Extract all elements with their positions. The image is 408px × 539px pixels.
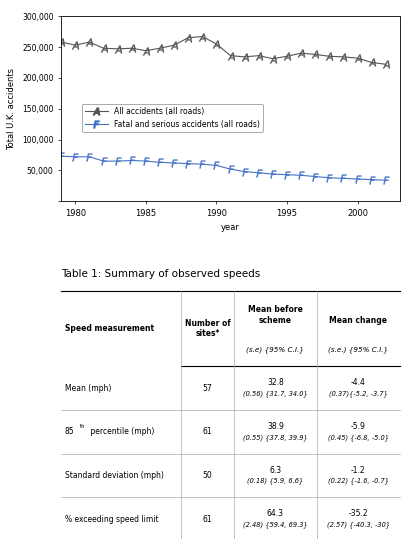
Text: (2.57) {-40.3, -30}: (2.57) {-40.3, -30} xyxy=(327,521,390,528)
Text: -35.2: -35.2 xyxy=(348,509,368,519)
Text: % exceeding speed limit: % exceeding speed limit xyxy=(64,515,158,524)
Text: (0.45) {-6.8, -5.0}: (0.45) {-6.8, -5.0} xyxy=(328,434,389,441)
Legend: All accidents (all roads), Fatal and serious accidents (all roads): All accidents (all roads), Fatal and ser… xyxy=(82,104,263,132)
Text: Mean change: Mean change xyxy=(329,315,387,324)
Text: 32.8: 32.8 xyxy=(267,378,284,387)
Text: 38.9: 38.9 xyxy=(267,422,284,431)
Text: (2.48) {59.4, 69.3}: (2.48) {59.4, 69.3} xyxy=(243,521,308,528)
X-axis label: year: year xyxy=(221,223,240,232)
Text: 50: 50 xyxy=(203,471,213,480)
Text: 85: 85 xyxy=(64,427,74,436)
Text: (0.56) {31.7, 34.0}: (0.56) {31.7, 34.0} xyxy=(243,390,308,397)
Text: 57: 57 xyxy=(203,384,213,392)
Text: Standard deviation (mph): Standard deviation (mph) xyxy=(64,471,164,480)
Text: Mean before
scheme: Mean before scheme xyxy=(248,305,303,324)
Text: Number of
sites*: Number of sites* xyxy=(185,319,231,338)
Y-axis label: Total U.K. accidents: Total U.K. accidents xyxy=(7,68,16,150)
Text: 64.3: 64.3 xyxy=(267,509,284,519)
Text: Mean (mph): Mean (mph) xyxy=(64,384,111,392)
Text: th: th xyxy=(80,424,85,430)
Text: -1.2: -1.2 xyxy=(351,466,366,474)
Text: 61: 61 xyxy=(203,515,213,524)
Text: (0.22) {-1.6, -0.7}: (0.22) {-1.6, -0.7} xyxy=(328,478,389,485)
Text: -4.4: -4.4 xyxy=(351,378,366,387)
Text: (0.55) {37.8, 39.9}: (0.55) {37.8, 39.9} xyxy=(243,434,308,441)
Text: (0.37){-5.2, -3.7}: (0.37){-5.2, -3.7} xyxy=(329,390,388,397)
Text: (s.e.) {95% C.I.}: (s.e.) {95% C.I.} xyxy=(328,347,388,354)
Text: Speed measurement: Speed measurement xyxy=(64,324,154,333)
Text: (s.e) {95% C.I.}: (s.e) {95% C.I.} xyxy=(246,347,304,354)
Text: Table 1: Summary of observed speeds: Table 1: Summary of observed speeds xyxy=(61,269,260,279)
Text: (0.18) {5.9, 6.6}: (0.18) {5.9, 6.6} xyxy=(247,478,304,485)
Text: 6.3: 6.3 xyxy=(269,466,282,474)
Text: 61: 61 xyxy=(203,427,213,436)
Text: -5.9: -5.9 xyxy=(351,422,366,431)
Text: percentile (mph): percentile (mph) xyxy=(88,427,155,436)
